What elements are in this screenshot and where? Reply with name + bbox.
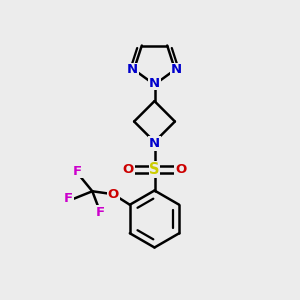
- Text: O: O: [175, 163, 186, 176]
- Text: F: F: [96, 206, 105, 219]
- Text: N: N: [127, 63, 138, 76]
- Text: S: S: [149, 162, 160, 177]
- Text: N: N: [171, 63, 182, 76]
- Text: N: N: [149, 137, 160, 150]
- Text: N: N: [149, 76, 160, 90]
- Text: F: F: [64, 192, 73, 205]
- Text: F: F: [73, 165, 82, 178]
- Text: O: O: [123, 163, 134, 176]
- Text: O: O: [108, 188, 119, 201]
